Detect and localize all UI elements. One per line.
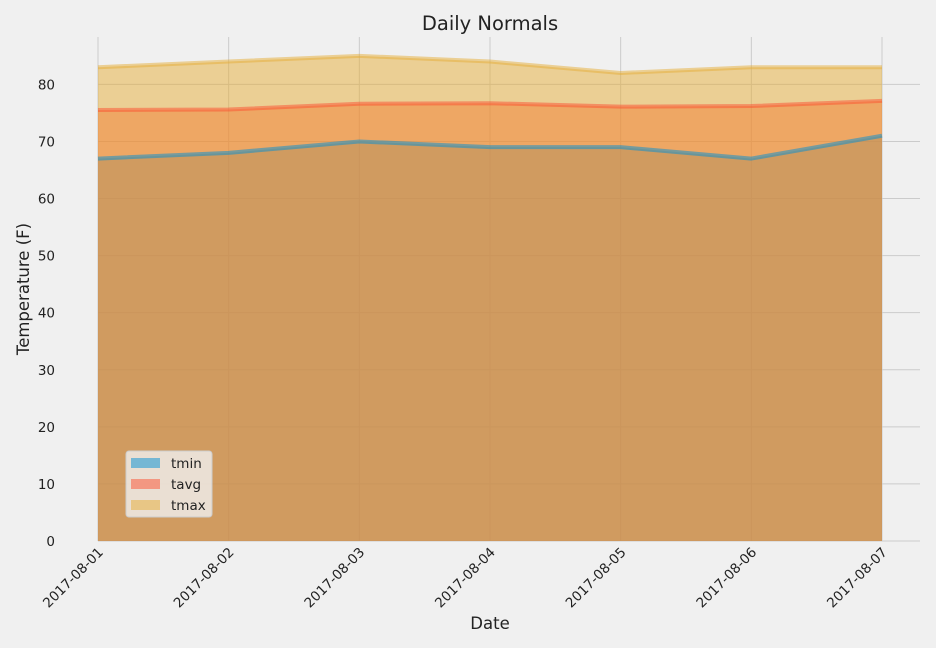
y-tick-label: 0	[46, 534, 55, 550]
line-tavg	[97, 98, 883, 113]
y-tick-label: 80	[38, 77, 55, 93]
y-tick-label: 30	[38, 363, 55, 379]
legend-label-tmax: tmax	[171, 498, 206, 514]
y-tick-label: 50	[38, 249, 55, 265]
y-axis-title: Temperature (F)	[14, 223, 33, 356]
y-axis-ticks: 0 10 20 30 40 50 60 70 80	[38, 77, 55, 550]
line-tmax	[97, 53, 882, 75]
legend-swatch-tavg	[131, 479, 160, 489]
legend-label-tavg: tavg	[171, 477, 201, 493]
legend-label-tmin: tmin	[171, 456, 202, 472]
line-tmin	[97, 133, 883, 161]
area-series	[98, 55, 882, 542]
chart-title: Daily Normals	[422, 12, 558, 35]
y-tick-label: 20	[38, 420, 55, 436]
legend: tmin tavg tmax	[125, 450, 213, 518]
series-lines	[97, 53, 883, 161]
y-tick-label: 70	[38, 134, 55, 150]
x-axis-title: Date	[470, 614, 509, 633]
area-tmax	[98, 55, 882, 542]
legend-swatch-tmin	[131, 458, 160, 468]
y-tick-label: 10	[38, 477, 55, 493]
legend-swatch-tmax	[131, 500, 160, 510]
y-tick-label: 60	[38, 192, 55, 208]
y-tick-label: 40	[38, 306, 55, 322]
